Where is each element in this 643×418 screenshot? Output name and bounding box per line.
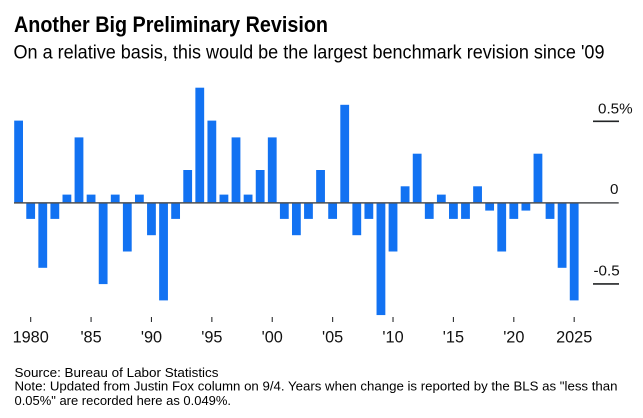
svg-text:'15: '15 <box>443 329 464 347</box>
svg-text:Source: Bureau of Labor Statis: Source: Bureau of Labor Statistics <box>15 365 220 380</box>
svg-text:'85: '85 <box>80 329 101 347</box>
svg-text:'20: '20 <box>503 329 524 347</box>
svg-text:-0.5: -0.5 <box>594 263 620 280</box>
svg-text:On a relative basis, this woul: On a relative basis, this would be the l… <box>14 42 605 63</box>
svg-text:0: 0 <box>610 181 618 198</box>
svg-text:'05: '05 <box>322 329 343 347</box>
svg-text:2025: 2025 <box>556 329 592 347</box>
svg-text:'95: '95 <box>201 329 222 347</box>
svg-text:0.5%: 0.5% <box>598 101 633 118</box>
svg-text:'90: '90 <box>141 329 162 347</box>
svg-text:Another Big Preliminary Revisi: Another Big Preliminary Revision <box>14 12 328 37</box>
svg-text:'10: '10 <box>382 329 403 347</box>
svg-text:Note: Updated from Justin Fox: Note: Updated from Justin Fox column on … <box>15 379 618 394</box>
svg-text:1980: 1980 <box>13 329 49 347</box>
svg-text:0.05%" are recorded here as 0.: 0.05%" are recorded here as 0.049%. <box>15 393 232 408</box>
svg-text:'00: '00 <box>262 329 283 347</box>
